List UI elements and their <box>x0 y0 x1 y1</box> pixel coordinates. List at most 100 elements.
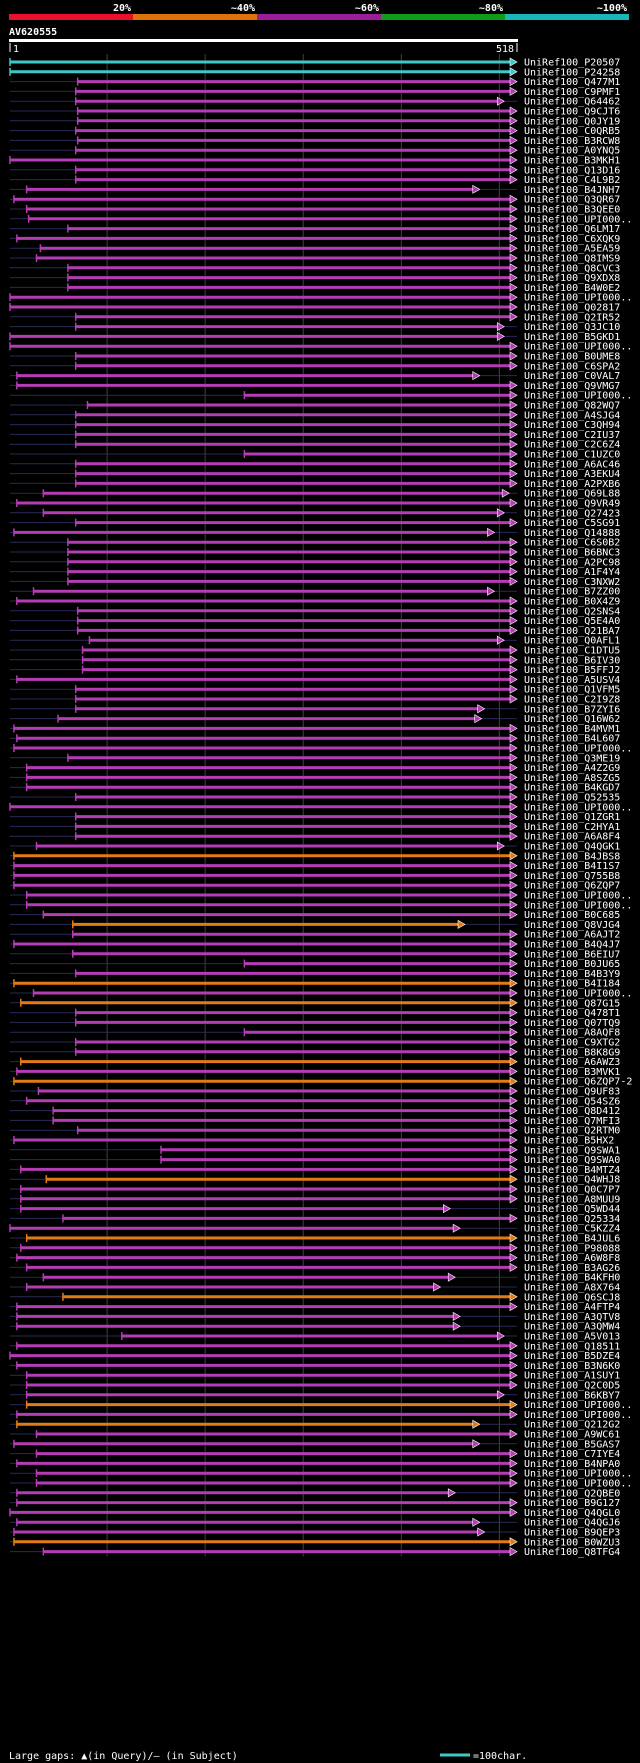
hit-label[interactable]: UniRef100_B3AG26 <box>524 1263 620 1274</box>
hit-row[interactable]: UniRef100_UPI000.. <box>10 214 632 225</box>
hit-label[interactable]: UniRef100_B5FFJ2 <box>524 665 620 676</box>
hit-label[interactable]: UniRef100_B0JU65 <box>524 959 620 970</box>
hit-label[interactable]: UniRef100_Q4QGJ6 <box>524 1518 620 1529</box>
hit-label[interactable]: UniRef100_UPI000.. <box>524 391 632 402</box>
hit-label[interactable]: UniRef100_B3MKH1 <box>524 156 620 167</box>
hit-row[interactable]: UniRef100_Q0AFL1 <box>10 635 620 647</box>
hit-row[interactable]: UniRef100_Q1ZGR1 <box>10 812 620 823</box>
hit-row[interactable]: UniRef100_C6XQK9 <box>10 233 620 245</box>
hit-label[interactable]: UniRef100_Q8CVC3 <box>524 263 620 274</box>
hit-row[interactable]: UniRef100_C3NXW2 <box>10 576 620 588</box>
hit-row[interactable]: UniRef100_Q478T1 <box>10 1008 620 1019</box>
hit-label[interactable]: UniRef100_Q3ME19 <box>524 753 620 764</box>
hit-label[interactable]: UniRef100_A2PC98 <box>524 557 620 568</box>
hit-row[interactable]: UniRef100_Q6LM17 <box>10 224 620 235</box>
hit-label[interactable]: UniRef100_P24258 <box>524 67 620 78</box>
hit-row[interactable]: UniRef100_B4KGD7 <box>10 782 620 794</box>
hit-label[interactable]: UniRef100_UPI000.. <box>524 900 632 911</box>
hit-row[interactable]: UniRef100_B4W0E2 <box>10 282 620 294</box>
hit-row[interactable]: UniRef100_B0WZU3 <box>10 1537 620 1548</box>
hit-label[interactable]: UniRef100_UPI000.. <box>524 342 632 353</box>
hit-row[interactable]: UniRef100_B4NPA0 <box>10 1458 620 1470</box>
hit-label[interactable]: UniRef100_Q9VR49 <box>524 499 620 510</box>
hit-row[interactable]: UniRef100_C0QRB5 <box>10 126 620 137</box>
hit-label[interactable]: UniRef100_Q02817 <box>524 303 620 314</box>
hit-row[interactable]: UniRef100_A6A8F4 <box>10 831 620 843</box>
hit-row[interactable]: UniRef100_A1F4Y4 <box>10 567 620 578</box>
hit-row[interactable]: UniRef100_B5HX2 <box>10 1135 614 1147</box>
hit-label[interactable]: UniRef100_Q0AFL1 <box>524 636 620 647</box>
hit-row[interactable]: UniRef100_Q02817 <box>9 302 620 314</box>
hit-row[interactable]: UniRef100_UPI000.. <box>10 1478 632 1490</box>
hit-label[interactable]: UniRef100_Q9UF83 <box>524 1087 620 1098</box>
hit-row[interactable]: UniRef100_A1SUY1 <box>10 1370 620 1382</box>
hit-row[interactable]: UniRef100_C2IU37 <box>10 429 620 441</box>
hit-row[interactable]: UniRef100_B4JUL6 <box>10 1233 620 1245</box>
hit-row[interactable]: UniRef100_B8K8G9 <box>10 1047 620 1058</box>
hit-label[interactable]: UniRef100_Q16W62 <box>524 714 620 725</box>
hit-label[interactable]: UniRef100_Q5WD44 <box>524 1204 620 1215</box>
hit-row[interactable]: UniRef100_A6AWZ3 <box>10 1057 620 1068</box>
hit-label[interactable]: UniRef100_UPI000.. <box>524 744 632 755</box>
hit-label[interactable]: UniRef100_Q3JC10 <box>524 322 620 333</box>
hit-row[interactable]: UniRef100_Q8IMS9 <box>10 253 620 265</box>
hit-label[interactable]: UniRef100_B4MVM1 <box>524 724 620 735</box>
hit-row[interactable]: UniRef100_B4JBS8 <box>10 851 620 862</box>
hit-row[interactable]: UniRef100_A9WC61 <box>10 1429 620 1441</box>
hit-row[interactable]: UniRef100_A4SJG4 <box>10 410 620 421</box>
hit-label[interactable]: UniRef100_B3RCW8 <box>524 136 620 147</box>
hit-row[interactable]: UniRef100_Q3ME19 <box>10 753 620 764</box>
hit-label[interactable]: UniRef100_C2IU37 <box>524 430 620 441</box>
hit-label[interactable]: UniRef100_B4Q4J7 <box>524 940 620 951</box>
hit-label[interactable]: UniRef100_Q18511 <box>524 1341 620 1352</box>
hit-row[interactable]: UniRef100_B4L607 <box>10 733 620 745</box>
hit-row[interactable]: UniRef100_Q9SWA1 <box>10 1145 620 1156</box>
hit-row[interactable]: UniRef100_UPI000.. <box>10 988 632 1000</box>
hit-row[interactable]: UniRef100_UPI000.. <box>9 802 632 813</box>
hit-row[interactable]: UniRef100_C2HYA1 <box>10 821 620 833</box>
hit-row[interactable]: UniRef100_C1DTU5 <box>10 645 620 657</box>
hit-label[interactable]: UniRef100_B5GAS7 <box>524 1439 620 1450</box>
hit-label[interactable]: UniRef100_C0VAL7 <box>524 371 620 382</box>
hit-label[interactable]: UniRef100_B3N6K0 <box>524 1361 620 1372</box>
hit-label[interactable]: UniRef100_C5SG91 <box>524 518 620 529</box>
hit-row[interactable]: UniRef100_B4MVM1 <box>10 723 620 735</box>
hit-row[interactable]: UniRef100_B4I1S7 <box>10 861 620 872</box>
hit-label[interactable]: UniRef100_B9QEP3 <box>524 1528 620 1539</box>
hit-label[interactable]: UniRef100_A6AJT2 <box>524 930 620 941</box>
hit-label[interactable]: UniRef100_Q2SNS4 <box>524 606 620 617</box>
hit-label[interactable]: UniRef100_Q6SCJ8 <box>524 1292 620 1303</box>
hit-row[interactable]: UniRef100_B6BNC3 <box>10 547 620 559</box>
hit-label[interactable]: UniRef100_B6EIU7 <box>524 949 620 960</box>
hit-label[interactable]: UniRef100_C5KZZ4 <box>524 1224 620 1235</box>
hit-label[interactable]: UniRef100_UPI000.. <box>524 1469 632 1480</box>
hit-row[interactable]: UniRef100_Q52535 <box>10 792 620 804</box>
hit-row[interactable]: UniRef100_B5DZE4 <box>9 1351 620 1362</box>
hit-row[interactable]: UniRef100_C9XTG2 <box>10 1037 620 1049</box>
hit-row[interactable]: UniRef100_A4Z2G9 <box>10 763 620 774</box>
hit-label[interactable]: UniRef100_B3MVK1 <box>524 1067 620 1078</box>
hit-row[interactable]: UniRef100_Q5WD44 <box>10 1204 620 1215</box>
hit-label[interactable]: UniRef100_Q27423 <box>524 508 620 519</box>
hit-label[interactable]: UniRef100_B8K8G9 <box>524 1047 620 1058</box>
hit-label[interactable]: UniRef100_C3QH94 <box>524 420 620 431</box>
hit-row[interactable]: UniRef100_B0JU65 <box>10 959 620 970</box>
hit-label[interactable]: UniRef100_Q1VFM5 <box>524 685 620 696</box>
hit-label[interactable]: UniRef100_Q2QBE0 <box>524 1488 620 1499</box>
hit-row[interactable]: UniRef100_B0X4Z9 <box>10 596 620 608</box>
hit-label[interactable]: UniRef100_Q6LM17 <box>524 224 620 235</box>
hit-label[interactable]: UniRef100_A4SJG4 <box>524 410 620 421</box>
hit-row[interactable]: UniRef100_Q9VR49 <box>10 498 620 510</box>
hit-row[interactable]: UniRef100_A8X764 <box>10 1282 620 1294</box>
hit-row[interactable]: UniRef100_A8AQF8 <box>10 1027 620 1039</box>
hit-label[interactable]: UniRef100_B7ZYI6 <box>524 704 620 715</box>
hit-label[interactable]: UniRef100_Q14888 <box>524 528 620 539</box>
hit-row[interactable]: UniRef100_Q18511 <box>10 1341 620 1352</box>
hit-row[interactable]: UniRef100_P20507 <box>9 57 620 69</box>
hit-row[interactable]: UniRef100_Q3QR67 <box>10 194 620 206</box>
hit-label[interactable]: UniRef100_UPI000.. <box>524 989 632 1000</box>
hit-label[interactable]: UniRef100_UPI000.. <box>524 214 632 225</box>
hit-row[interactable]: UniRef100_C5KZZ4 <box>9 1223 620 1235</box>
hit-row[interactable]: UniRef100_Q2SNS4 <box>10 606 620 617</box>
hit-row[interactable]: UniRef100_B4I184 <box>10 978 620 990</box>
